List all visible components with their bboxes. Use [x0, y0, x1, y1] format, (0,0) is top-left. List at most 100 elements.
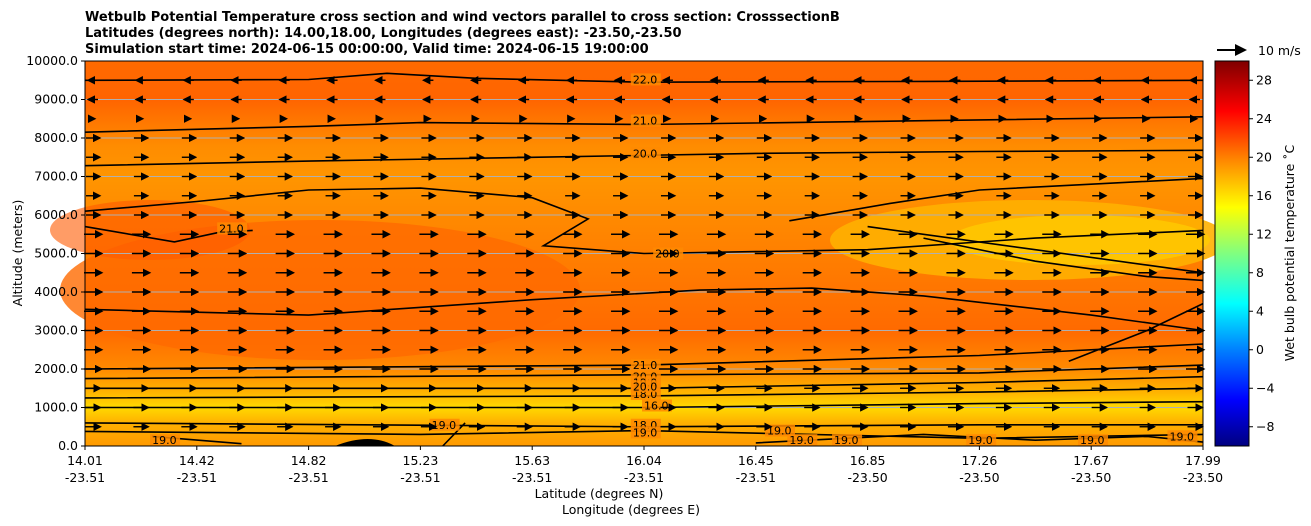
contour-label: 20.0: [633, 380, 658, 393]
contour-label: 19.0: [834, 434, 859, 447]
y-tick-label: 2000.0: [34, 361, 78, 376]
x-tick-label-lat: 15.63: [514, 453, 550, 468]
y-tick-label: 9000.0: [34, 92, 78, 107]
y-tick-label: 7000.0: [34, 169, 78, 184]
colorbar-tick-label: −8: [1256, 419, 1274, 434]
contour-label-bg: [150, 434, 181, 447]
y-tick-label: 10000.0: [26, 53, 78, 68]
contour-line: [923, 237, 1204, 282]
x-tick-label-lat: 17.99: [1185, 453, 1221, 468]
contour-label-bg: [630, 359, 661, 372]
x-tick-label-lon: -23.51: [177, 470, 217, 485]
contour-label: 19.0: [633, 426, 658, 439]
contour-line: [85, 375, 1204, 390]
colorbar-tick-label: 20: [1256, 149, 1272, 164]
contour-label: 19.0: [432, 419, 457, 432]
contour-label: 21.0: [633, 115, 658, 128]
colorbar-gradient: [1214, 60, 1250, 447]
contour-label: 19.0: [968, 434, 993, 447]
contour-line: [85, 400, 1204, 409]
contour-label: 19.0: [1169, 430, 1194, 443]
x-tick-label-lon: -23.50: [959, 470, 999, 485]
contour-label: 20.0: [633, 147, 658, 160]
x-axis-label-longitude: Longitude (degrees E): [562, 502, 700, 517]
x-tick-label-lat: 14.42: [179, 453, 215, 468]
contour-label: 19.0: [152, 434, 177, 447]
y-tick-label: 5000.0: [34, 246, 78, 261]
x-tick-label-lon: -23.51: [65, 470, 105, 485]
x-tick-label-lat: 17.67: [1073, 453, 1109, 468]
y-axis: 0.0 1000.0 2000.0 3000.0 4000.0 5000.0 6000.0 7…: [26, 53, 85, 453]
contour-line: [84, 287, 1204, 332]
x-tick-label-lat: 15.23: [403, 453, 439, 468]
title-line-3: Simulation start time: 2024-06-15 00:00:…: [85, 42, 649, 57]
x-tick-label-lon: -23.51: [288, 470, 328, 485]
x-tick-label-lon: -23.50: [847, 470, 887, 485]
colorbar: −8 −4 0 4 8 12 16 20 24 28 Wet bulb potential tem…: [1214, 60, 1297, 447]
x-tick-label-lon: -23.51: [736, 470, 776, 485]
colorbar-tick-label: 4: [1256, 303, 1264, 318]
colorbar-label: Wet bulb potential temperature ˚C: [1282, 144, 1297, 361]
y-tick-label: 8000.0: [34, 130, 78, 145]
quiver-key-label: 10 m/s: [1258, 43, 1301, 58]
coolest-region-north: [950, 215, 1210, 265]
contour-line: [84, 116, 1204, 133]
colorbar-tick-label: 12: [1256, 226, 1272, 241]
contour-line: [867, 225, 1204, 274]
contour-label-bg: [630, 73, 661, 86]
contour-label-bg: [966, 434, 997, 447]
terrain: [335, 439, 395, 446]
contour-label: 19.0: [789, 434, 814, 447]
colorbar-tick-label: 24: [1256, 111, 1272, 126]
contour-label-bg: [630, 147, 661, 160]
x-tick-label-lat: 14.01: [67, 453, 103, 468]
contour-label-bg: [630, 380, 661, 393]
contour-label: 21.0: [219, 222, 244, 235]
x-tick-label-lat: 14.82: [291, 453, 327, 468]
x-tick-label-lon: -23.51: [512, 470, 552, 485]
contour-line: [442, 422, 466, 447]
plot-area: 22.021.020.021.020.021.020.019.018.016.0…: [50, 60, 1230, 447]
x-tick-label-lon: -23.51: [624, 470, 664, 485]
x-tick-label-lon: -23.51: [400, 470, 440, 485]
y-tick-label: 0.0: [58, 438, 78, 453]
colorbar-tick-label: 0: [1256, 342, 1264, 357]
x-tick-label-lat: 16.85: [850, 453, 886, 468]
x-axis-label-latitude: Latitude (degrees N): [535, 486, 664, 501]
contour-label-bg: [1167, 430, 1198, 443]
contour-label-bg: [787, 434, 818, 447]
colorbar-tick-label: 8: [1256, 265, 1264, 280]
contour-label: 16.0: [644, 400, 669, 413]
title-line-1: Wetbulb Potential Temperature cross sect…: [85, 10, 840, 25]
x-axis: 14.01 -23.51 14.42 -23.51 14.82 -23.51 15.23 -2…: [65, 446, 1223, 485]
colorbar-tick-label: 16: [1256, 188, 1272, 203]
colorbar-tick-label: 28: [1256, 72, 1272, 87]
contour-line: [789, 177, 1204, 222]
contour-label: 19.0: [1080, 434, 1105, 447]
contour-line: [84, 187, 1204, 255]
contour-label: 21.0: [633, 359, 658, 372]
y-axis-label: Altitude (meters): [10, 200, 25, 307]
colorbar-tick-label: −4: [1256, 380, 1274, 395]
y-tick-label: 1000.0: [34, 400, 78, 415]
contour-label-bg: [832, 434, 863, 447]
chart-title: Wetbulb Potential Temperature cross sect…: [85, 10, 840, 57]
contour-label-bg: [642, 399, 672, 412]
x-tick-label-lon: -23.50: [1071, 470, 1111, 485]
y-tick-label: 6000.0: [34, 207, 78, 222]
contour-line: [755, 433, 1204, 444]
contour-line: [84, 422, 1203, 428]
quiver-key: 10 m/s: [1217, 43, 1301, 58]
x-tick-label-lat: 16.04: [626, 453, 662, 468]
y-tick-label: 4000.0: [34, 284, 78, 299]
contour-label-bg: [630, 114, 661, 127]
title-line-2: Latitudes (degrees north): 14.00,18.00, …: [85, 26, 682, 41]
contour-line: [84, 387, 1204, 399]
contour-label-bg: [630, 426, 661, 439]
x-tick-label-lon: -23.50: [1183, 470, 1223, 485]
y-tick-label: 3000.0: [34, 323, 78, 338]
contour-label-bg: [1078, 434, 1109, 447]
x-tick-label-lat: 17.26: [962, 453, 998, 468]
x-tick-label-lat: 16.45: [738, 453, 774, 468]
